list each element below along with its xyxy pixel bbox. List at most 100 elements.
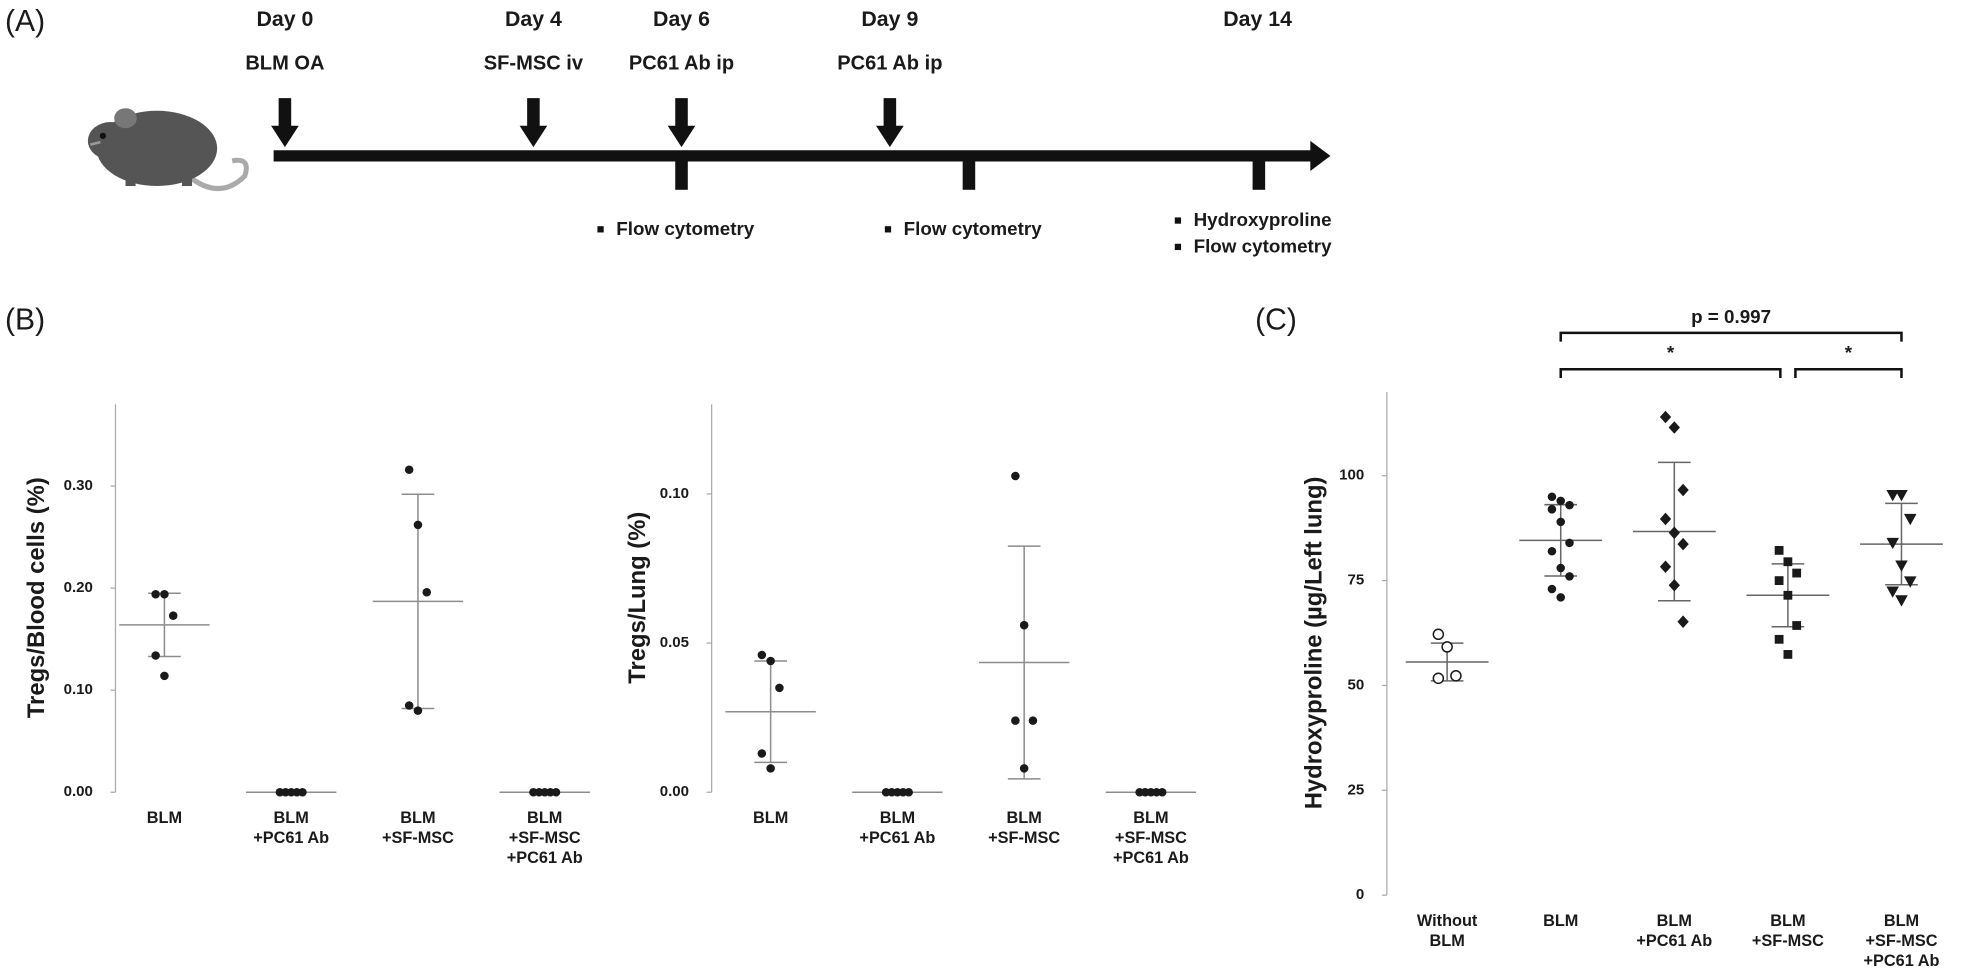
sampling-tick — [675, 155, 688, 190]
data-point — [1565, 538, 1574, 548]
data-point — [1792, 568, 1802, 578]
sampling-label: Flow cytometry — [904, 218, 1043, 239]
data-point — [1565, 500, 1574, 510]
data-point — [151, 651, 160, 660]
y-axis-label: Tregs/Lung (%) — [624, 512, 651, 684]
down-arrow — [519, 98, 548, 148]
x-tick-label: BLM — [147, 809, 182, 827]
data-point — [551, 787, 561, 797]
x-tick-label: +SF-MSC — [382, 829, 454, 847]
data-point — [1011, 716, 1020, 725]
x-tick-label: BLM — [1657, 912, 1692, 930]
treatment-label: PC61 Ab ip — [837, 53, 942, 75]
data-point — [1157, 787, 1167, 797]
y-tick-label: 0 — [1356, 886, 1364, 903]
data-point — [1565, 572, 1574, 581]
data-point — [422, 587, 432, 597]
sampling-label: Hydroxyproline — [1194, 209, 1332, 230]
data-point — [1895, 560, 1908, 572]
data-point — [1019, 764, 1029, 773]
significance-label: p = 0.997 — [1691, 306, 1771, 327]
timeline-arrowhead — [1310, 140, 1331, 171]
x-tick-label: +PC61 Ab — [253, 829, 329, 847]
y-tick-label: 0.05 — [660, 634, 689, 651]
y-tick-label: 25 — [1348, 781, 1365, 798]
data-point — [1886, 537, 1899, 550]
data-point — [1450, 670, 1462, 682]
data-point — [1432, 672, 1445, 685]
x-tick-label: +SF-MSC — [509, 829, 581, 847]
day-label: Day 0 — [256, 7, 313, 31]
data-point — [1792, 621, 1802, 630]
data-point — [775, 683, 784, 693]
x-tick-label: BLM — [1429, 932, 1464, 950]
panel-label: (A) — [5, 5, 45, 38]
data-point — [1677, 483, 1689, 497]
data-point — [168, 611, 178, 620]
data-point — [1432, 628, 1445, 641]
bullet — [884, 226, 892, 233]
y-tick-label: 100 — [1339, 467, 1364, 484]
data-point — [1895, 490, 1908, 502]
x-tick-label: Without — [1417, 912, 1478, 930]
x-tick-label: BLM — [1543, 912, 1578, 930]
significance-label: * — [1845, 342, 1853, 363]
data-point — [1547, 505, 1557, 514]
day-label: Day 9 — [861, 7, 918, 31]
sampling-label: Flow cytometry — [616, 218, 755, 239]
y-tick-label: 75 — [1348, 572, 1365, 589]
data-point — [757, 749, 767, 758]
treatment-label: SF-MSC iv — [484, 53, 584, 75]
x-tick-label: BLM — [1133, 809, 1168, 827]
significance-bracket — [1559, 368, 1782, 379]
significance-bracket — [1559, 331, 1903, 342]
down-arrow — [667, 98, 696, 148]
data-point — [1895, 595, 1908, 607]
bullet — [597, 226, 604, 233]
x-tick-label: BLM — [274, 809, 309, 827]
sampling-label: Flow cytometry — [1194, 235, 1333, 256]
data-point — [160, 671, 169, 681]
data-point — [766, 764, 775, 773]
x-tick-label: +PC61 Ab — [859, 829, 935, 847]
x-tick-label: +SF-MSC — [988, 829, 1060, 847]
data-point — [1677, 537, 1689, 551]
sampling-tick — [1252, 155, 1266, 190]
x-tick-label: +PC61 Ab — [1636, 932, 1712, 950]
panel-label: (C) — [1255, 304, 1297, 337]
y-axis-label: Hydroxyproline (µg/Left lung) — [1301, 477, 1328, 810]
x-tick-label: +SF-MSC — [1115, 829, 1187, 847]
x-tick-label: BLM — [880, 809, 915, 827]
treatment-label: PC61 Ab ip — [629, 53, 734, 75]
x-tick-label: +PC61 Ab — [1113, 849, 1189, 867]
down-arrow — [876, 98, 904, 148]
data-point — [1659, 512, 1672, 526]
sampling-tick — [962, 155, 976, 190]
data-point — [1659, 410, 1672, 424]
day-label: Day 6 — [653, 7, 710, 31]
data-point — [1886, 490, 1899, 502]
data-point — [1903, 513, 1917, 526]
x-tick-label: BLM — [753, 809, 788, 827]
data-point — [1011, 471, 1020, 481]
data-point — [413, 706, 423, 715]
y-tick-label: 0.00 — [660, 783, 689, 800]
x-tick-label: +PC61 Ab — [507, 849, 583, 867]
data-point — [1783, 590, 1793, 600]
data-point — [1547, 492, 1557, 501]
data-point — [1668, 421, 1680, 434]
data-point — [404, 465, 414, 475]
x-tick-label: BLM — [1007, 809, 1042, 827]
mouse-icon — [87, 108, 249, 191]
data-point — [1668, 526, 1680, 540]
data-point — [151, 589, 160, 599]
data-point — [904, 787, 913, 797]
data-point — [1547, 584, 1557, 594]
x-tick-label: BLM — [1770, 912, 1805, 930]
day-label: Day 14 — [1223, 7, 1292, 31]
data-point — [160, 589, 169, 599]
treatment-label: BLM OA — [245, 53, 324, 75]
data-point — [1774, 576, 1784, 585]
data-point — [1441, 641, 1453, 653]
